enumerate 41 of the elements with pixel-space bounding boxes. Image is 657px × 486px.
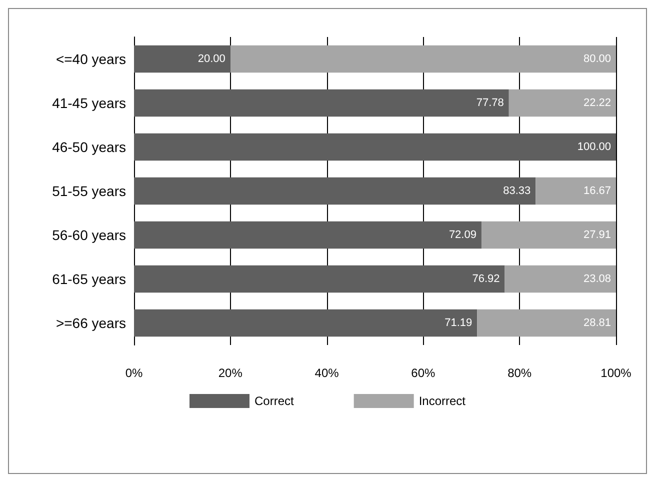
x-tick-label: 60% <box>411 366 436 380</box>
legend-label: Incorrect <box>418 394 466 408</box>
bar <box>134 133 616 161</box>
data-label: 83.33 <box>503 185 531 197</box>
x-tick-label: 20% <box>218 366 243 380</box>
bar <box>134 45 230 73</box>
data-label: 20.00 <box>198 53 226 65</box>
bar <box>134 221 482 249</box>
y-tick-label: 41-45 years <box>52 95 126 111</box>
data-label: 80.00 <box>583 53 611 65</box>
bar <box>504 265 616 293</box>
y-tick-label: 46-50 years <box>52 139 126 155</box>
bar <box>134 89 509 117</box>
bar <box>481 221 616 249</box>
x-tick-label: 40% <box>314 366 340 380</box>
data-label: 27.91 <box>583 229 611 241</box>
data-label: 28.81 <box>583 317 611 329</box>
data-label: 77.78 <box>476 97 504 109</box>
data-label: 22.22 <box>583 97 611 109</box>
y-tick-label: >=66 years <box>56 315 126 331</box>
data-label: 71.19 <box>444 317 472 329</box>
bar <box>508 89 616 117</box>
data-label: 23.08 <box>583 273 611 285</box>
x-tick-label: 100% <box>600 366 632 380</box>
bar <box>230 45 616 73</box>
y-tick-label: 51-55 years <box>52 183 126 199</box>
data-label: 100.00 <box>577 141 611 153</box>
bar <box>134 265 505 293</box>
data-label: 76.92 <box>472 273 500 285</box>
bar <box>134 309 478 337</box>
y-tick-label: 56-60 years <box>52 227 126 243</box>
y-tick-label: 61-65 years <box>52 271 126 287</box>
y-tick-label: <=40 years <box>56 51 126 67</box>
bar <box>134 177 536 205</box>
bar <box>477 309 616 337</box>
x-tick-label: 80% <box>508 366 532 380</box>
data-label: 72.09 <box>448 229 476 241</box>
x-tick-label: 0% <box>125 366 143 380</box>
data-label: 16.67 <box>583 185 611 197</box>
legend-label: Correct <box>254 394 294 408</box>
bar <box>536 177 616 205</box>
